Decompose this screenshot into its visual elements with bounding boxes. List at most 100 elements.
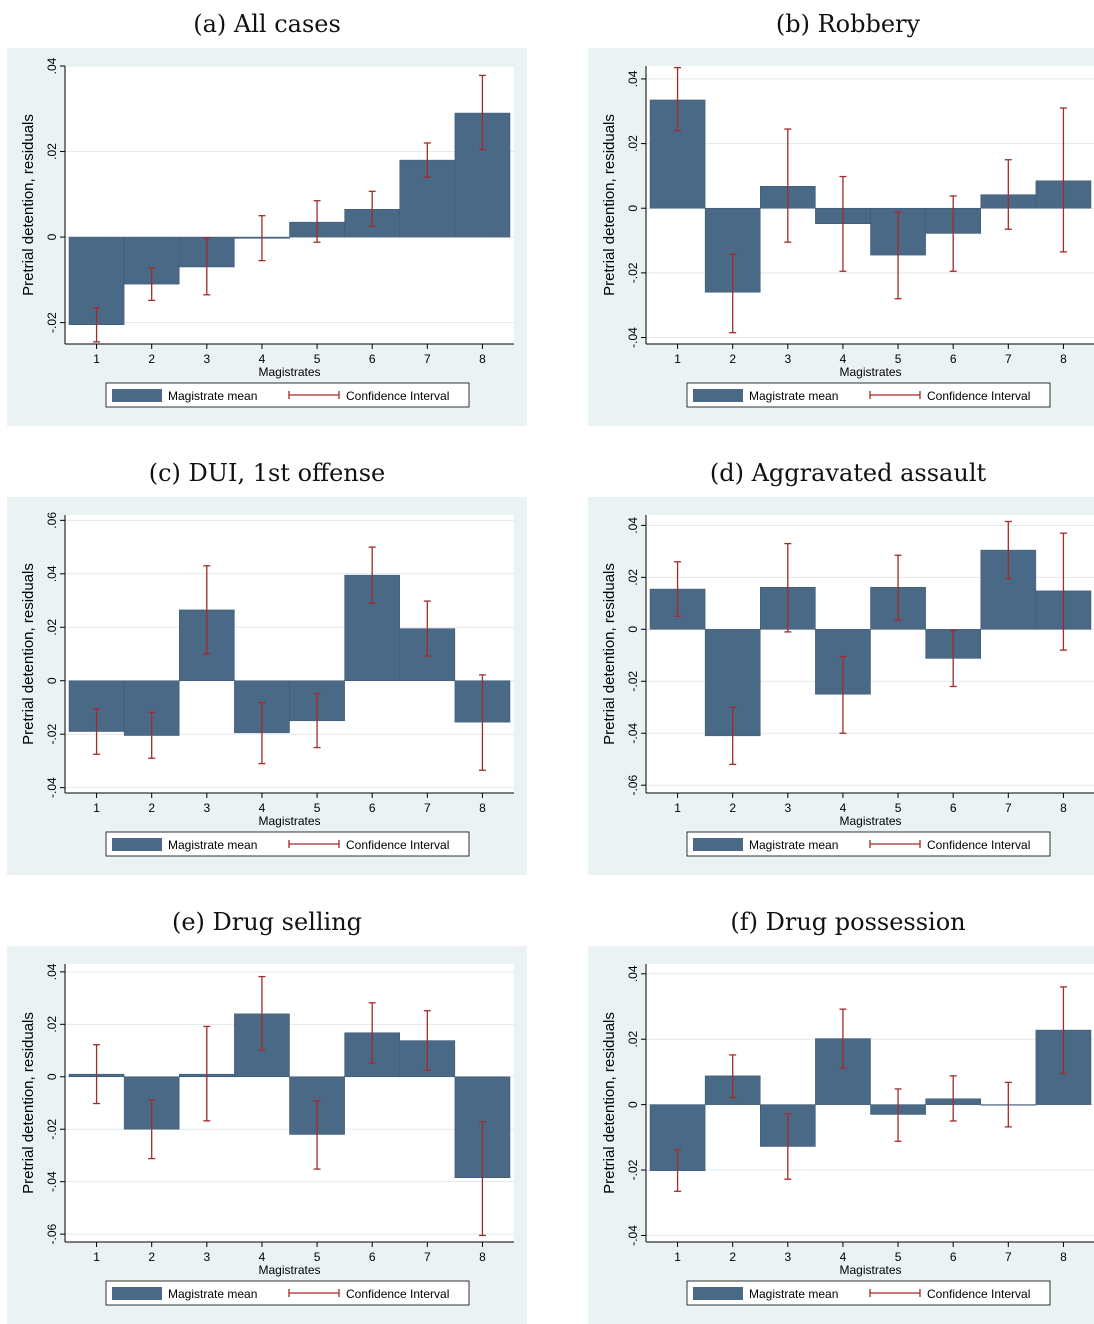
x-axis-title: Magistrates: [839, 365, 901, 379]
x-tick-label: 7: [424, 1250, 431, 1264]
chart-svg: -.02 0 .02 .04 1 2 3 4 5 6 7 8 Magistrates Pretrial d…: [7, 48, 527, 426]
x-tick-label: 7: [424, 352, 431, 366]
x-tick-label: 2: [148, 1250, 155, 1264]
legend-bar-swatch: [112, 1287, 162, 1300]
x-tick-label: 4: [259, 352, 266, 366]
y-tick-label: .02: [626, 135, 640, 152]
chart-caption: (d) Aggravated assault: [709, 459, 987, 487]
x-tick-label: 2: [148, 801, 155, 815]
x-tick-label: 8: [1060, 1250, 1067, 1264]
legend-box: [105, 831, 470, 857]
x-tick-label: 3: [203, 1250, 210, 1264]
chart-panel-e: (e) Drug selling -.06 -.04 -.02 0 .02 .04 1 2 3 4…: [7, 898, 527, 1324]
x-tick-label: 8: [479, 352, 486, 366]
chart-panel-d: (d) Aggravated assault -.06 -.04 -.02 0 .02.…: [588, 449, 1094, 875]
x-tick-label: 6: [369, 352, 376, 366]
chart-plot: -.04 -.02 0 .02 .04 .06 1 2 3 4 5 6 7 8 Magistrates Pre…: [7, 497, 527, 875]
y-tick-label: .02: [45, 619, 59, 636]
legend-ci-label: Confidence Interval: [927, 389, 1030, 403]
chart-svg: -.04 -.02 0 .02 .04 1 2 3 4 5 6 7 8 Magistrates Pretri…: [588, 946, 1094, 1324]
y-tick-label: .02: [45, 1016, 59, 1033]
y-axis-title: Pretrial detention, residuals: [20, 1012, 37, 1194]
x-tick-label: 5: [314, 1250, 321, 1264]
y-tick-label: -.04: [45, 1171, 59, 1192]
y-tick-label: -.02: [45, 312, 59, 333]
y-tick-label: -.06: [626, 775, 640, 796]
x-tick-label: 4: [840, 801, 847, 815]
legend-bar-label: Magistrate mean: [749, 838, 838, 852]
legend-bar-label: Magistrate mean: [168, 389, 257, 403]
legend-bar-label: Magistrate mean: [749, 1287, 838, 1301]
chart-panel-f: (f) Drug possession -.04 -.02 0 .02 .04 1 2 3 4 5…: [588, 898, 1094, 1324]
y-axis-title: Pretrial detention, residuals: [20, 114, 37, 296]
x-tick-label: 8: [1060, 352, 1067, 366]
y-tick-label: .04: [45, 57, 59, 74]
y-tick-label: 0: [45, 233, 59, 240]
chart-caption: (e) Drug selling: [171, 908, 363, 936]
x-tick-label: 8: [479, 1250, 486, 1264]
x-tick-label: 3: [203, 801, 210, 815]
y-tick-label: .04: [45, 565, 59, 582]
x-tick-label: 1: [93, 1250, 100, 1264]
x-axis-title: Magistrates: [258, 365, 320, 379]
y-tick-label: -.02: [626, 262, 640, 283]
x-axis-title: Magistrates: [839, 814, 901, 828]
chart-plot: -.06 -.04 -.02 0 .02 .04 1 2 3 4 5 6 7 8 Magistrates Pr…: [7, 946, 527, 1324]
x-tick-label: 3: [203, 352, 210, 366]
chart-plot: -.04 -.02 0 .02 .04 1 2 3 4 5 6 7 8 Magistrates Pretri…: [588, 946, 1094, 1324]
chart-plot: -.04 -.02 0 .02 .04 1 2 3 4 5 6 7 8 Magistrates Pretri…: [588, 48, 1094, 426]
chart-caption: (a) All cases: [193, 10, 341, 38]
chart-svg: -.04 -.02 0 .02 .04 1 2 3 4 5 6 7 8 Magistrates Pretri…: [588, 48, 1094, 426]
y-axis-title: Pretrial detention, residuals: [601, 563, 618, 745]
x-tick-label: 1: [93, 801, 100, 815]
x-tick-label: 2: [729, 1250, 736, 1264]
legend-bar-swatch: [693, 838, 743, 851]
x-tick-label: 1: [674, 1250, 681, 1264]
legend-bar-swatch: [693, 389, 743, 402]
y-tick-label: .02: [45, 143, 59, 160]
chart-panel-b: (b) Robbery -.04 -.02 0 .02 .04 1 2 3 4 5 6 7 8 Magis…: [588, 0, 1094, 426]
y-tick-label: .04: [626, 517, 640, 534]
x-tick-label: 2: [148, 352, 155, 366]
chart-plot: -.02 0 .02 .04 1 2 3 4 5 6 7 8 Magistrates Pretrial d…: [7, 48, 527, 426]
x-tick-label: 5: [314, 352, 321, 366]
x-tick-label: 4: [259, 801, 266, 815]
x-tick-label: 6: [950, 1250, 957, 1264]
legend-bar-label: Magistrate mean: [749, 389, 838, 403]
y-tick-label: 0: [45, 1073, 59, 1080]
y-axis-title: Pretrial detention, residuals: [601, 114, 618, 296]
y-tick-label: .04: [626, 70, 640, 87]
x-axis-title: Magistrates: [258, 814, 320, 828]
x-tick-label: 3: [784, 352, 791, 366]
chart-svg: -.06 -.04 -.02 0 .02 .04 1 2 3 4 5 6 7 8 Magistrates Pr…: [588, 497, 1094, 875]
x-tick-label: 8: [479, 801, 486, 815]
legend-box: [686, 382, 1051, 408]
x-tick-label: 1: [93, 352, 100, 366]
x-tick-label: 5: [895, 1250, 902, 1264]
y-tick-label: -.04: [45, 777, 59, 798]
x-tick-label: 3: [784, 1250, 791, 1264]
x-tick-label: 7: [1005, 801, 1012, 815]
x-tick-label: 6: [369, 801, 376, 815]
x-tick-label: 6: [950, 352, 957, 366]
x-tick-label: 5: [314, 801, 321, 815]
y-tick-label: -.02: [626, 1159, 640, 1180]
chart-caption: (b) Robbery: [775, 10, 921, 38]
chart-svg: -.04 -.02 0 .02 .04 .06 1 2 3 4 5 6 7 8 Magistrates Pre…: [7, 497, 527, 875]
x-axis-title: Magistrates: [839, 1263, 901, 1277]
x-tick-label: 1: [674, 801, 681, 815]
x-tick-label: 5: [895, 352, 902, 366]
legend-ci-label: Confidence Interval: [927, 838, 1030, 852]
y-tick-label: -.02: [626, 671, 640, 692]
y-tick-label: .04: [626, 965, 640, 982]
x-tick-label: 3: [784, 801, 791, 815]
legend-box: [686, 1280, 1051, 1306]
y-tick-label: 0: [626, 626, 640, 633]
y-tick-label: .02: [626, 569, 640, 586]
y-tick-label: -.04: [626, 1225, 640, 1246]
chart-panel-c: (c) DUI, 1st offense -.04 -.02 0 .02 .04 .06 1…: [7, 449, 527, 875]
y-tick-label: -.06: [45, 1223, 59, 1244]
x-tick-label: 8: [1060, 801, 1067, 815]
x-tick-label: 4: [840, 352, 847, 366]
y-tick-label: -.04: [626, 327, 640, 348]
